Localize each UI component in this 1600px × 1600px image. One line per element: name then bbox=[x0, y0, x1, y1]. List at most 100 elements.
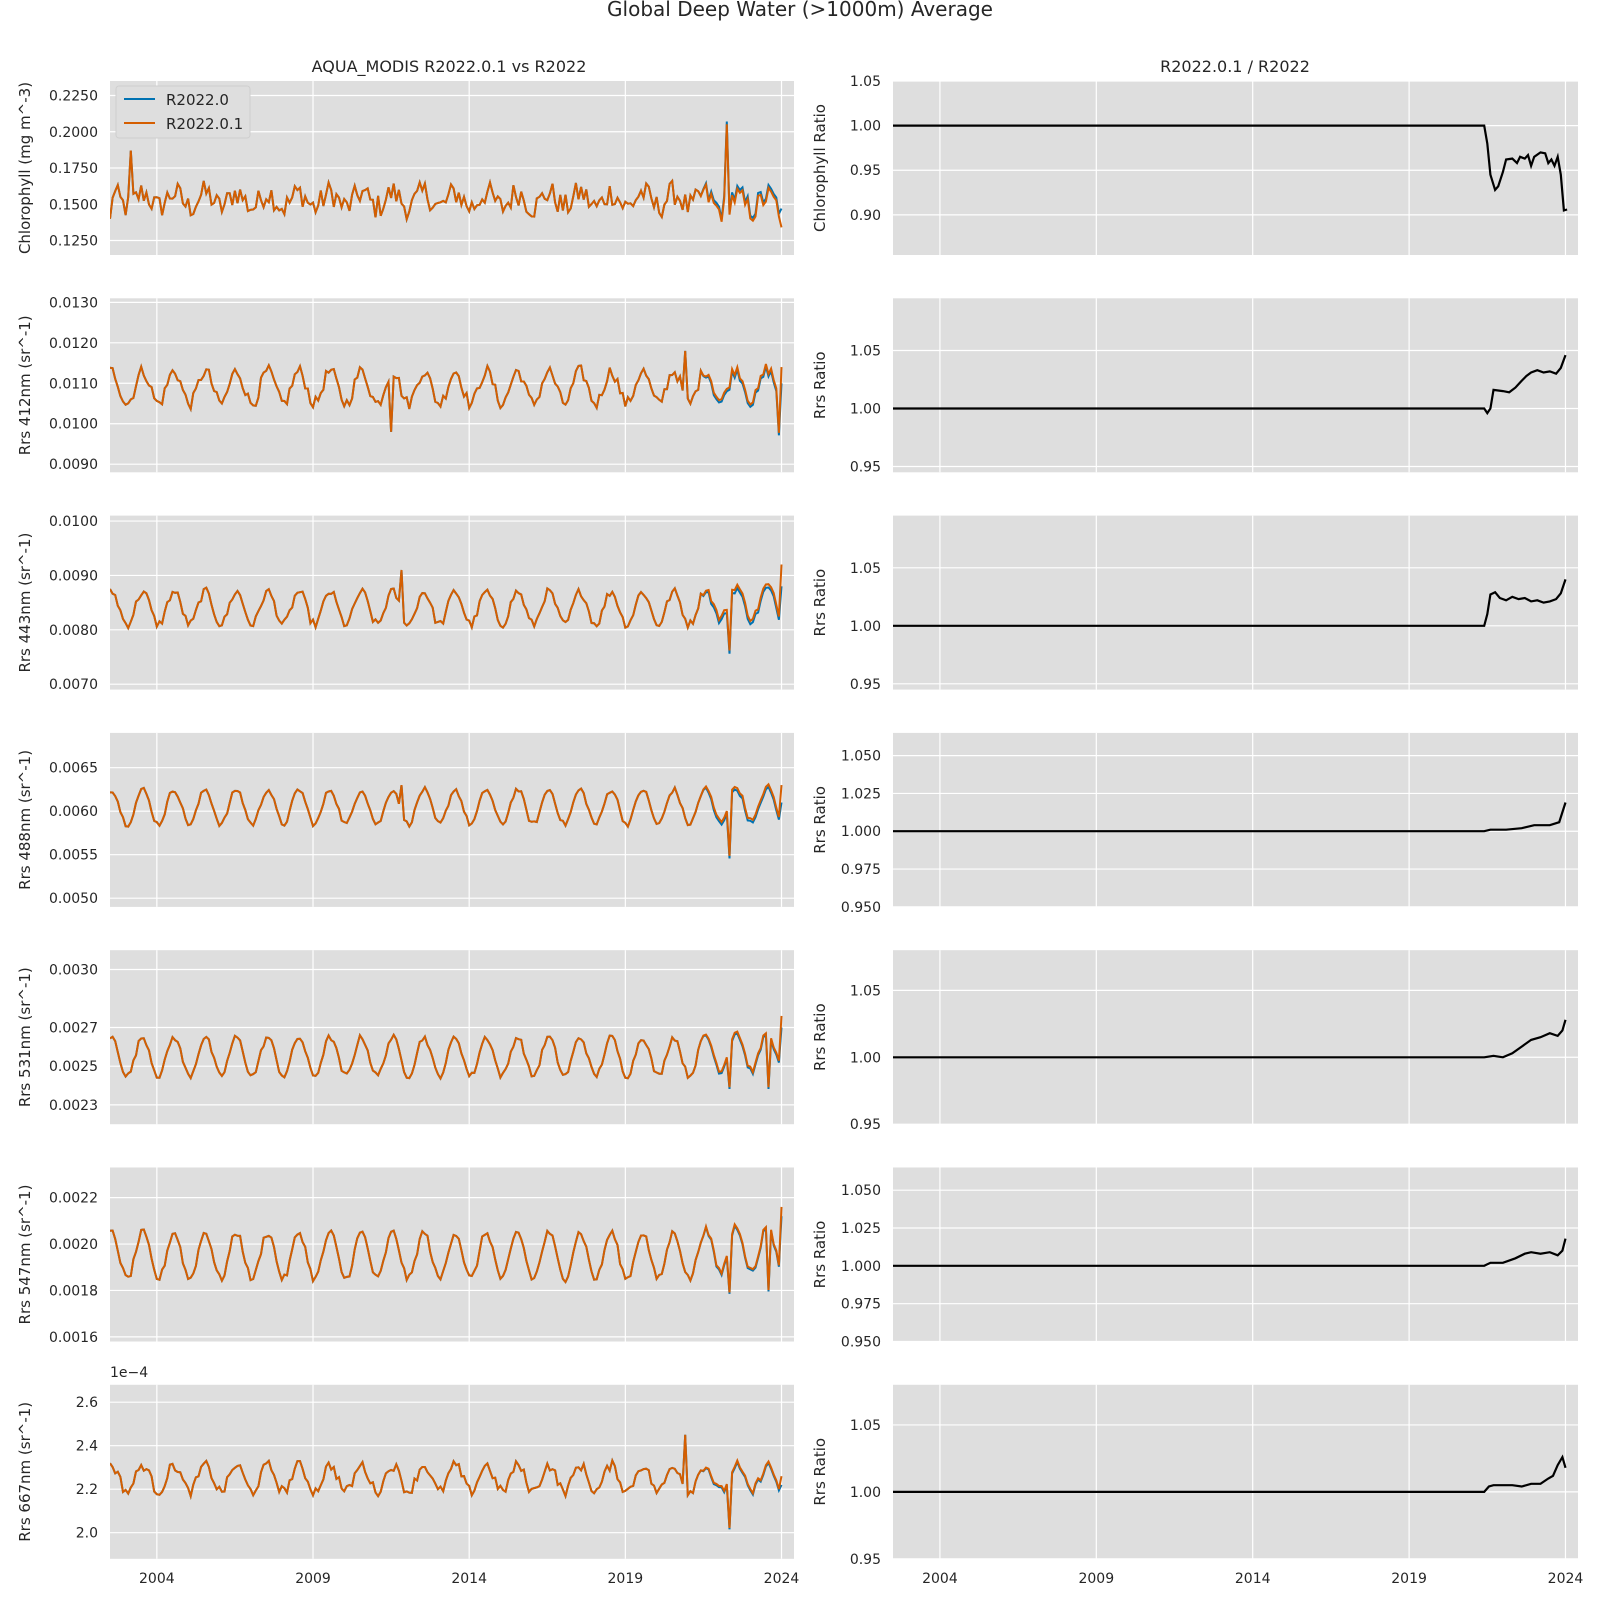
y-axis-label: Rrs 547nm (sr^-1) bbox=[16, 1185, 34, 1325]
y-tick-label: 0.0018 bbox=[49, 1283, 98, 1299]
panel-ratio-488: 0.950 0.975 1.000 1.025 1.050 Rrs Ratio bbox=[811, 732, 1578, 916]
y-axis-label: Rrs Ratio bbox=[811, 1003, 829, 1071]
x-tick-label: 2009 bbox=[295, 1571, 331, 1587]
y-tick-label: 0.0060 bbox=[49, 804, 98, 820]
series-layer bbox=[893, 124, 1568, 212]
series-r202201-line bbox=[110, 782, 783, 856]
panel-rrs531: 0.0023 0.0025 0.0027 0.0030 Rrs 531nm (sr^-1… bbox=[16, 950, 794, 1125]
series-r202201-line bbox=[110, 1015, 783, 1088]
y-tick-label: 0.90 bbox=[850, 208, 881, 224]
y-axis-label: Rrs 412nm (sr^-1) bbox=[16, 315, 34, 455]
y-tick-label: 0.0100 bbox=[49, 417, 98, 433]
y-tick-label: 0.0120 bbox=[49, 336, 98, 352]
y-tick-label: 0.0065 bbox=[49, 761, 98, 777]
y-tick-label: 0.0030 bbox=[49, 963, 98, 979]
panel-ratio-chl: 0.90 0.95 1.00 1.05 Chlorophyll Ratio bbox=[811, 74, 1578, 255]
y-axis-label: Rrs Ratio bbox=[811, 351, 829, 419]
y-tick-label: 0.0016 bbox=[49, 1330, 98, 1346]
panel-rrs547: 0.0016 0.0018 0.0020 0.0022 Rrs 547nm (sr^-1… bbox=[16, 1167, 794, 1346]
y-tick-label: 0.0022 bbox=[49, 1191, 98, 1207]
y-tick-label: 0.0130 bbox=[49, 295, 98, 311]
y-tick-label: 0.975 bbox=[841, 862, 881, 878]
panel-ratio-667: 2004 2009 2014 2019 2024 0.95 1.00 1.05 Rrs Rati… bbox=[811, 1384, 1584, 1587]
ratio-line bbox=[893, 1454, 1567, 1493]
ratio-line bbox=[893, 124, 1568, 212]
y-tick-label: 0.1250 bbox=[49, 234, 98, 250]
panel-background bbox=[893, 298, 1578, 473]
series-layer bbox=[110, 121, 783, 228]
x-tick-label: 2009 bbox=[1078, 1571, 1114, 1587]
y-tick-label: 0.0027 bbox=[49, 1021, 98, 1037]
series-r202201-line bbox=[110, 564, 783, 651]
y-tick-label: 0.0025 bbox=[49, 1059, 98, 1075]
panel-rrs667: 2004 2009 2014 2019 2024 2.0 2.2 2.4 2.6 Rrs 667n… bbox=[16, 1365, 799, 1587]
series-layer bbox=[110, 1015, 783, 1089]
y-tick-label: 0.0023 bbox=[49, 1098, 98, 1114]
x-tick-label: 2024 bbox=[1548, 1571, 1584, 1587]
y-tick-label: 2.4 bbox=[76, 1439, 98, 1455]
y-axis-label: Rrs 488nm (sr^-1) bbox=[16, 750, 34, 890]
panel-background bbox=[893, 1167, 1578, 1342]
panel-ratio-547: 0.950 0.975 1.000 1.025 1.050 Rrs Ratio bbox=[811, 1167, 1578, 1351]
series-layer bbox=[110, 782, 783, 859]
panel-background bbox=[893, 732, 1578, 907]
y-tick-label: 0.95 bbox=[850, 163, 881, 179]
series-layer bbox=[110, 1206, 783, 1294]
y-tick-label: 0.0050 bbox=[49, 891, 98, 907]
y-tick-label: 0.0020 bbox=[49, 1237, 98, 1253]
x-tick-label: 2014 bbox=[1235, 1571, 1271, 1587]
y-tick-label: 1.05 bbox=[850, 74, 881, 90]
series-layer bbox=[110, 350, 783, 436]
y-tick-label: 0.0080 bbox=[49, 623, 98, 639]
y-axis-label: Rrs 667nm (sr^-1) bbox=[16, 1402, 34, 1542]
y-tick-label: 0.950 bbox=[841, 1335, 881, 1351]
series-layer bbox=[893, 1019, 1567, 1059]
y-axis-label: Rrs Ratio bbox=[811, 1221, 829, 1289]
y-tick-label: 1.050 bbox=[841, 1183, 881, 1199]
y-offset-label: 1e−4 bbox=[110, 1365, 148, 1381]
y-axis-label: Rrs 443nm (sr^-1) bbox=[16, 533, 34, 673]
y-tick-label: 0.1750 bbox=[49, 161, 98, 177]
y-axis-label: Chlorophyll (mg m^-3) bbox=[16, 82, 34, 254]
y-tick-label: 1.05 bbox=[850, 1418, 881, 1434]
x-tick-label: 2014 bbox=[451, 1571, 487, 1587]
ratio-line bbox=[893, 579, 1567, 627]
panel-background bbox=[893, 515, 1578, 690]
series-layer bbox=[893, 579, 1567, 627]
y-axis-label: Rrs Ratio bbox=[811, 569, 829, 637]
y-tick-label: 0.950 bbox=[841, 900, 881, 916]
y-tick-label: 0.975 bbox=[841, 1297, 881, 1313]
panel-chlorophyll: 0.1250 0.1500 0.1750 0.2000 0.2250 Chlorophyl… bbox=[16, 81, 794, 255]
y-tick-label: 0.0070 bbox=[49, 677, 98, 693]
y-axis-label: Rrs Ratio bbox=[811, 786, 829, 854]
y-tick-label: 2.0 bbox=[76, 1526, 98, 1542]
x-tick-label: 2024 bbox=[764, 1571, 800, 1587]
ratio-line bbox=[893, 354, 1567, 416]
y-tick-label: 1.050 bbox=[841, 749, 881, 765]
panel-background bbox=[110, 298, 794, 473]
ratio-line bbox=[893, 1238, 1567, 1267]
x-tick-label: 2019 bbox=[1391, 1571, 1427, 1587]
x-tick-label: 2004 bbox=[139, 1571, 175, 1587]
panels: 0.1250 0.1500 0.1750 0.2000 0.2250 Chlorophyl… bbox=[16, 74, 1583, 1587]
panel-background bbox=[110, 950, 794, 1125]
y-tick-label: 1.025 bbox=[841, 786, 881, 802]
y-tick-label: 0.2000 bbox=[49, 125, 98, 141]
y-axis-label: Rrs 531nm (sr^-1) bbox=[16, 967, 34, 1107]
series-r202201-line bbox=[110, 1434, 783, 1529]
y-tick-label: 0.95 bbox=[850, 460, 881, 476]
y-tick-label: 1.00 bbox=[850, 1050, 881, 1066]
y-tick-label: 1.05 bbox=[850, 983, 881, 999]
panel-background bbox=[893, 1384, 1578, 1559]
y-tick-label: 1.00 bbox=[850, 619, 881, 635]
y-tick-label: 1.05 bbox=[850, 344, 881, 360]
panel-ratio-412: 0.95 1.00 1.05 Rrs Ratio bbox=[811, 298, 1578, 476]
panel-background bbox=[110, 1384, 794, 1559]
right-column-title: R2022.0.1 / R2022 bbox=[1160, 57, 1310, 76]
ratio-line bbox=[893, 1019, 1567, 1059]
series-r202201-line bbox=[110, 1206, 783, 1293]
series-layer bbox=[110, 1434, 783, 1530]
y-tick-label: 2.2 bbox=[76, 1482, 98, 1498]
panel-ratio-443: 0.95 1.00 1.05 Rrs Ratio bbox=[811, 515, 1578, 693]
y-axis-label: Chlorophyll Ratio bbox=[811, 104, 829, 232]
